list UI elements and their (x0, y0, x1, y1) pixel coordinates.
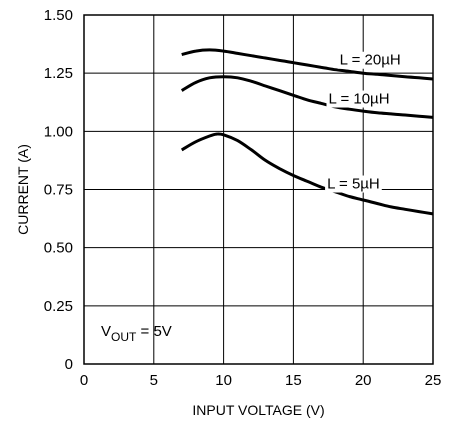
series-labels: L = 20µH L = 10µH L = 5µH (325, 51, 403, 193)
y-tick-label: 0.50 (44, 240, 73, 257)
x-tick-label: 0 (80, 372, 88, 389)
y-tick-labels: 0 0.25 0.50 0.75 1.00 1.25 1.50 (44, 7, 73, 373)
series-line-5uh (180, 132, 434, 216)
vout-subscript: OUT (111, 330, 137, 344)
series-line-20uh (181, 48, 434, 81)
x-axis-title: INPUT VOLTAGE (V) (192, 402, 324, 418)
series-label-5uh: L = 5µH (327, 176, 380, 193)
y-axis-title: CURRENT (A) (15, 144, 31, 235)
y-tick-label: 1.50 (44, 7, 73, 24)
series-label-20uh: L = 20µH (340, 52, 401, 69)
vout-suffix: = 5V (136, 323, 171, 340)
y-tick-label: 1.25 (44, 65, 73, 82)
series-line-10uh (180, 75, 434, 119)
x-tick-label: 15 (285, 372, 302, 389)
y-tick-label: 1.00 (44, 123, 73, 140)
series-lines (180, 48, 434, 216)
series-label-background (325, 175, 382, 193)
x-tick-label: 20 (355, 372, 372, 389)
x-tick-label: 25 (425, 372, 442, 389)
x-tick-labels: 0 5 10 15 20 25 (80, 372, 442, 389)
vout-prefix: V (101, 323, 111, 340)
y-tick-label: 0 (65, 356, 73, 373)
series-label-background (337, 51, 403, 69)
y-tick-label: 0.25 (44, 298, 73, 315)
x-tick-label: 5 (150, 372, 158, 389)
plot-frame (83, 14, 434, 365)
x-tick-label: 10 (215, 372, 232, 389)
series-label-background (326, 90, 392, 108)
series-label-10uh: L = 10µH (328, 91, 389, 108)
vout-annotation: VOUT = 5V (101, 323, 172, 344)
y-tick-label: 0.75 (44, 182, 73, 199)
